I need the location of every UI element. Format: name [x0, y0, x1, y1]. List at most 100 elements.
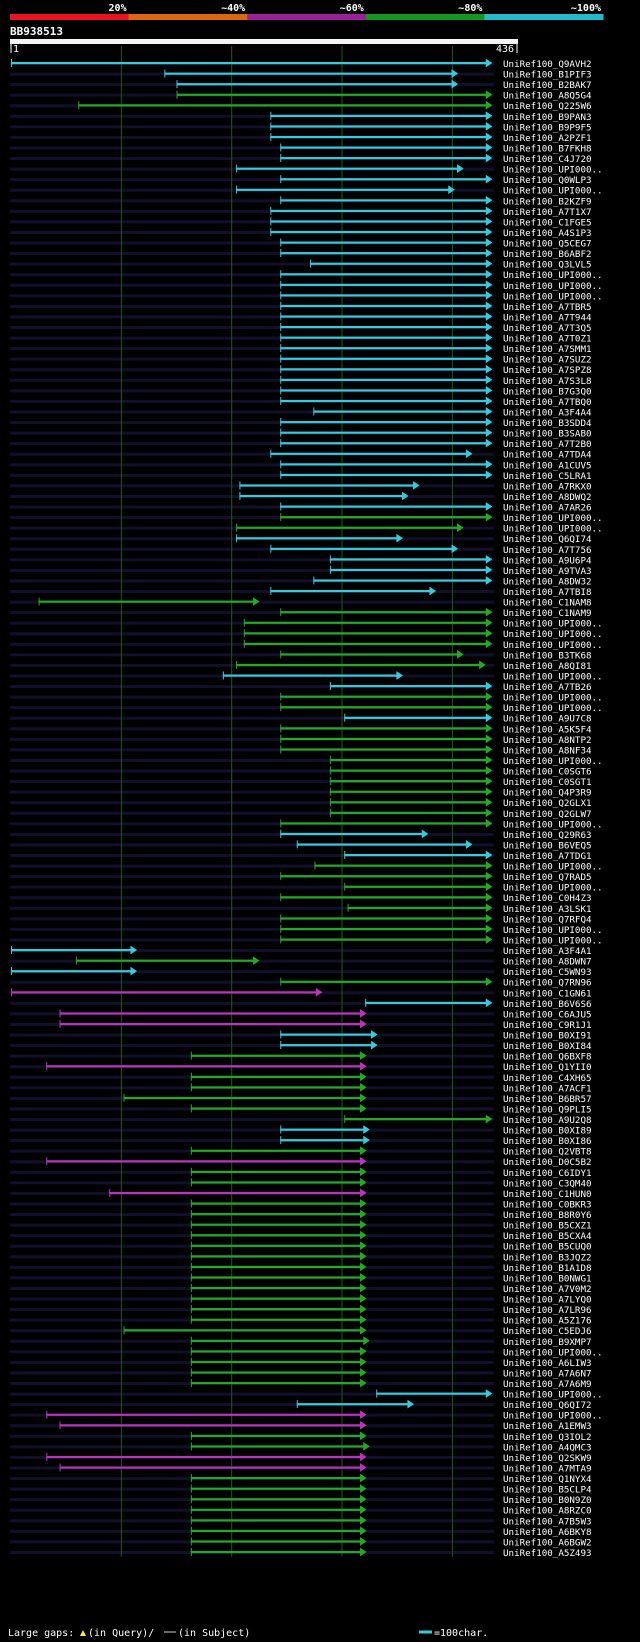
hit-bar[interactable] [270, 452, 468, 455]
hit-row[interactable]: UniRef100_C5LRA1 [280, 470, 592, 482]
hit-row[interactable]: UniRef100_B2KZF9 [280, 195, 592, 207]
hit-label[interactable]: UniRef100_A7T944 [503, 312, 592, 323]
hit-bar[interactable] [46, 1065, 362, 1068]
hit-bar[interactable] [280, 737, 487, 741]
hit-label[interactable]: UniRef100_A7TBQ0 [503, 397, 592, 408]
hit-row[interactable]: UniRef100_Q1NYX4 [190, 1473, 592, 1485]
hit-row[interactable]: UniRef100_A7TBI8 [270, 586, 592, 598]
hit-bar[interactable] [190, 1550, 362, 1554]
hit-row[interactable]: UniRef100_A5Z493 [190, 1547, 592, 1559]
hit-label[interactable]: UniRef100_A9U2Q8 [503, 1115, 592, 1126]
hit-label[interactable]: UniRef100_A7ACF1 [503, 1083, 592, 1094]
hit-bar[interactable] [11, 991, 318, 994]
hit-row[interactable]: UniRef100_B6BR57 [123, 1093, 592, 1105]
hit-bar[interactable] [190, 1276, 362, 1279]
hit-row[interactable]: UniRef100_UPI000.. [280, 935, 603, 946]
hit-row[interactable]: UniRef100_C1NAM8 [38, 597, 592, 609]
hit-bar[interactable] [280, 748, 487, 751]
hit-bar[interactable] [280, 980, 487, 983]
hit-row[interactable]: UniRef100_Q1YII0 [46, 1061, 592, 1073]
hit-row[interactable]: UniRef100_A3LSK1 [347, 903, 592, 915]
hit-row[interactable]: UniRef100_A8DWQ2 [239, 491, 592, 503]
hit-row[interactable]: UniRef100_UPI000.. [344, 882, 603, 894]
hit-label[interactable]: UniRef100_B0N9Z0 [503, 1495, 592, 1506]
hit-bar[interactable] [190, 1477, 362, 1480]
hit-bar[interactable] [190, 1244, 362, 1247]
hit-bar[interactable] [78, 104, 487, 107]
hit-label[interactable]: UniRef100_C1NAM9 [503, 608, 592, 619]
hit-label[interactable]: UniRef100_A8DWN7 [503, 957, 592, 968]
hit-label[interactable]: UniRef100_A7LYQ0 [503, 1295, 592, 1306]
hit-row[interactable]: UniRef100_Q29R63 [280, 829, 592, 841]
hit-label[interactable]: UniRef100_Q9PLI5 [503, 1104, 592, 1115]
hit-label[interactable]: UniRef100_A8DWQ2 [503, 492, 592, 503]
hit-bar[interactable] [190, 1487, 362, 1490]
hit-bar[interactable] [270, 220, 487, 223]
hit-label[interactable]: UniRef100_C9R1J1 [503, 1020, 592, 1031]
hit-label[interactable]: UniRef100_A3LSK1 [503, 904, 592, 915]
hit-row[interactable]: UniRef100_A7S3L8 [280, 375, 592, 387]
hit-bar[interactable] [190, 1075, 362, 1078]
hit-bar[interactable] [329, 758, 487, 762]
hit-label[interactable]: UniRef100_B0XI89 [503, 1126, 592, 1137]
hit-row[interactable]: UniRef100_B7FKH8 [280, 143, 592, 154]
hit-bar[interactable] [376, 1392, 487, 1395]
hit-row[interactable]: UniRef100_Q2GLX1 [329, 797, 592, 809]
hit-label[interactable]: UniRef100_C1NAM8 [503, 598, 592, 609]
hit-bar[interactable] [59, 1424, 362, 1427]
hit-label[interactable]: UniRef100_A7T0Z1 [503, 334, 592, 345]
hit-label[interactable]: UniRef100_UPI000.. [503, 935, 603, 946]
hit-label[interactable]: UniRef100_UPI000.. [503, 756, 603, 767]
hit-row[interactable]: UniRef100_B1A1D8 [190, 1262, 592, 1274]
hit-row[interactable]: UniRef100_UPI000.. [243, 618, 603, 630]
hit-label[interactable]: UniRef100_C3QM40 [503, 1178, 592, 1189]
hit-bar[interactable] [310, 262, 487, 265]
hit-label[interactable]: UniRef100_A8Q5G4 [503, 91, 592, 102]
hit-label[interactable]: UniRef100_B0XI91 [503, 1031, 592, 1042]
hit-bar[interactable] [329, 558, 487, 561]
hit-bar[interactable] [59, 1466, 362, 1469]
hit-row[interactable]: UniRef100_UPI000.. [280, 280, 603, 292]
hit-bar[interactable] [329, 780, 487, 783]
hit-label[interactable]: UniRef100_UPI000.. [503, 281, 603, 292]
hit-bar[interactable] [280, 421, 487, 424]
hit-label[interactable]: UniRef100_Q225W6 [503, 101, 592, 112]
hit-label[interactable]: UniRef100_Q6QI74 [503, 534, 592, 545]
hit-row[interactable]: UniRef100_Q7RFQ4 [280, 913, 592, 925]
hit-row[interactable]: UniRef100_A7TB26 [329, 681, 592, 693]
hit-row[interactable]: UniRef100_B3JQZ2 [190, 1251, 592, 1263]
hit-row[interactable]: UniRef100_A8RZC0 [190, 1505, 592, 1517]
hit-label[interactable]: UniRef100_A7B5W3 [503, 1516, 592, 1527]
hit-bar[interactable] [190, 1519, 362, 1522]
hit-label[interactable]: UniRef100_UPI000.. [503, 883, 603, 894]
hit-label[interactable]: UniRef100_UPI000.. [503, 524, 603, 535]
hit-row[interactable]: UniRef100_Q7RN96 [280, 977, 592, 989]
hit-row[interactable]: UniRef100_A7V0M2 [190, 1283, 592, 1295]
hit-row[interactable]: UniRef100_A3F4A4 [313, 407, 592, 418]
hit-bar[interactable] [243, 632, 487, 635]
hit-row[interactable]: UniRef100_B3SAB0 [280, 428, 592, 440]
hit-row[interactable]: UniRef100_A7MTA9 [59, 1463, 592, 1474]
hit-row[interactable]: UniRef100_UPI000.. [314, 861, 603, 873]
hit-row[interactable]: UniRef100_A8DWN7 [76, 956, 592, 968]
hit-label[interactable]: UniRef100_C5WN93 [503, 967, 592, 978]
hit-label[interactable]: UniRef100_A7SPZ8 [503, 365, 592, 376]
hit-row[interactable]: UniRef100_A6BGW2 [190, 1536, 592, 1548]
hit-row[interactable]: UniRef100_B6VEQ5 [296, 839, 592, 851]
hit-bar[interactable] [344, 1118, 487, 1121]
hit-label[interactable]: UniRef100_B2BAK7 [503, 80, 592, 91]
hit-row[interactable]: UniRef100_B0XI89 [280, 1125, 592, 1137]
hit-row[interactable]: UniRef100_Q6QI72 [296, 1399, 592, 1411]
hit-label[interactable]: UniRef100_B0NWG1 [503, 1273, 592, 1284]
hit-row[interactable]: UniRef100_A7SMM1 [280, 343, 592, 355]
hit-row[interactable]: UniRef100_B6V6S6 [365, 998, 592, 1010]
hit-label[interactable]: UniRef100_B6V6S6 [503, 999, 592, 1010]
hit-row[interactable]: UniRef100_C5EDJ6 [123, 1325, 592, 1337]
hit-label[interactable]: UniRef100_UPI000.. [503, 862, 603, 873]
hit-label[interactable]: UniRef100_B3TK68 [503, 650, 592, 661]
hit-row[interactable]: UniRef100_A7LYQ0 [190, 1294, 592, 1306]
hit-label[interactable]: UniRef100_C0SGT6 [503, 767, 592, 778]
hit-label[interactable]: UniRef100_C0H4Z3 [503, 893, 592, 904]
hit-label[interactable]: UniRef100_Q3LVL5 [503, 260, 592, 271]
hit-bar[interactable] [190, 1086, 362, 1089]
